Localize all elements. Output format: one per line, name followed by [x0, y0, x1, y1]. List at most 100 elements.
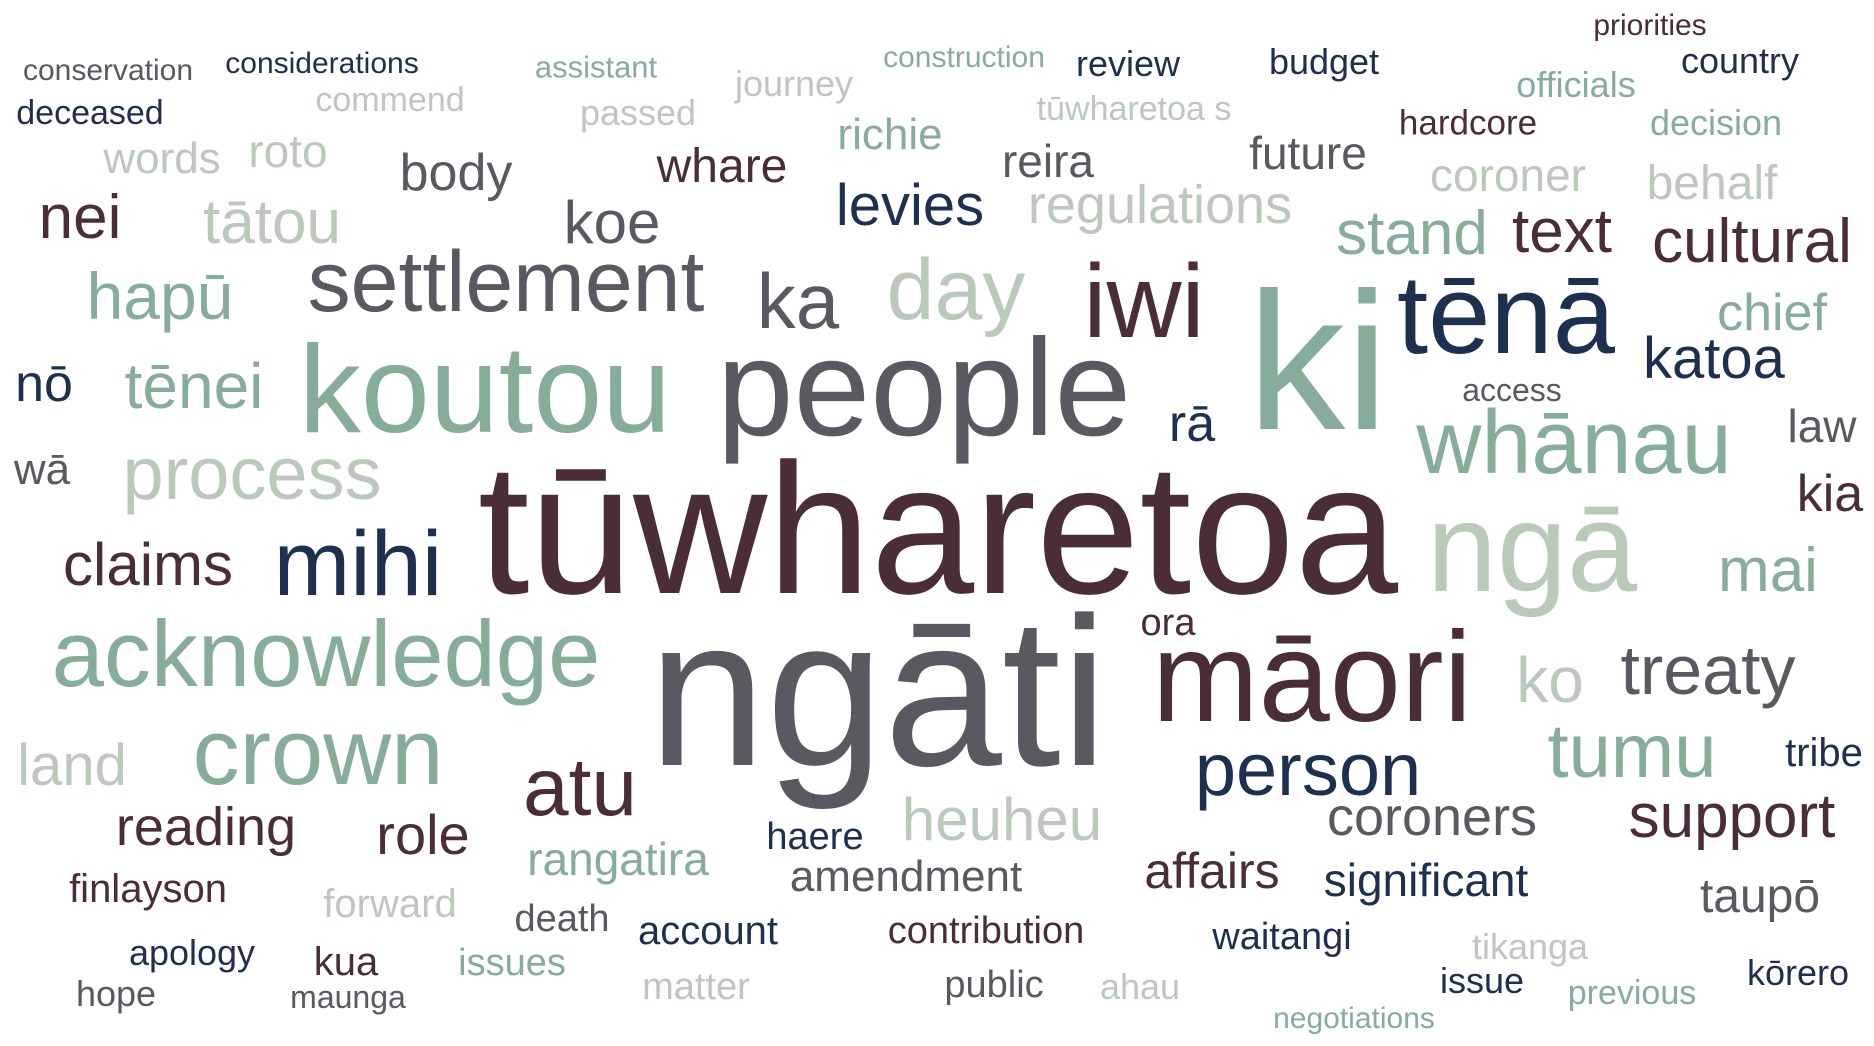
word-tuwharetoa: tūwharetoa [477, 426, 1399, 633]
word-nei: nei [38, 183, 122, 252]
word-claims: claims [62, 531, 234, 598]
word-waitangi: waitangi [1212, 916, 1352, 958]
word-tena: tēnā [1397, 252, 1615, 377]
word-country: country [1680, 40, 1800, 81]
word-ka: ka [756, 257, 840, 345]
word-crown: crown [192, 699, 444, 804]
word-words: words [103, 134, 221, 183]
word-behalf: behalf [1646, 157, 1778, 210]
word-deceased: deceased [16, 94, 164, 132]
word-support: support [1628, 782, 1836, 851]
word-future: future [1249, 127, 1367, 179]
word-hardcore: hardcore [1398, 103, 1538, 143]
word-settlement: settlement [307, 234, 705, 330]
word-coroner: coroner [1430, 149, 1586, 201]
word-decision: decision [1649, 102, 1783, 143]
word-kia: kia [1796, 465, 1864, 523]
word-finlayson: finlayson [69, 867, 227, 911]
word-ora: ora [1140, 602, 1196, 644]
word-stand: stand [1336, 199, 1488, 268]
word-heuheu: heuheu [901, 786, 1103, 853]
word-regulations: regulations [1027, 175, 1293, 235]
word-tribe: tribe [1785, 731, 1863, 775]
word-role: role [376, 803, 470, 866]
word-process: process [122, 432, 382, 515]
word-taupo: taupō [1699, 870, 1821, 923]
word-tumu: tumu [1547, 709, 1717, 794]
word-person: person [1194, 728, 1422, 811]
word-kua: kua [313, 940, 379, 984]
word-significant: significant [1323, 854, 1529, 906]
word-people: people [716, 311, 1132, 465]
word-officials: officials [1516, 64, 1636, 105]
word-reading: reading [115, 797, 297, 857]
word-tuwharetoa-s: tūwharetoa s [1036, 90, 1232, 128]
word-no: nō [15, 355, 73, 413]
word-body: body [399, 144, 513, 202]
word-nga: ngā [1426, 477, 1638, 618]
word-roto: roto [248, 125, 328, 177]
word-ngati: ngāti [648, 573, 1108, 810]
word-katoa: katoa [1643, 326, 1785, 391]
word-whare: whare [656, 140, 788, 193]
word-reira: reira [1001, 135, 1095, 187]
word-levies: levies [835, 173, 985, 238]
word-access: access [1462, 372, 1562, 408]
word-cultural: cultural [1652, 207, 1852, 276]
word-tikanga: tikanga [1471, 926, 1589, 967]
word-budget: budget [1268, 41, 1380, 82]
word-apology: apology [128, 932, 256, 973]
word-land: land [17, 733, 127, 798]
word-haere: haere [766, 816, 864, 858]
word-public: public [944, 964, 1044, 1006]
word-mai: mai [1718, 536, 1818, 605]
word-ko: ko [1516, 644, 1584, 716]
word-contribution: contribution [887, 910, 1085, 952]
word-coroners: coroners [1326, 787, 1538, 847]
word-richie: richie [837, 110, 943, 159]
word-koutou: koutou [298, 321, 672, 459]
word-negotiations: negotiations [1273, 1002, 1435, 1035]
word-affairs: affairs [1144, 843, 1280, 899]
word-wa: wā [13, 445, 71, 494]
word-passed: passed [579, 92, 697, 133]
word-day: day [886, 242, 1026, 338]
word-forward: forward [323, 882, 457, 926]
word-treaty: treaty [1620, 631, 1796, 709]
word-hapu: hapū [86, 259, 234, 333]
word-ki: ki [1247, 252, 1389, 471]
word-law: law [1787, 400, 1857, 452]
word-maunga: maunga [290, 979, 406, 1015]
word-korero: kōrero [1746, 952, 1850, 993]
word-priorities: priorities [1593, 9, 1707, 42]
word-text: text [1512, 197, 1612, 266]
word-acknowledge: acknowledge [51, 601, 601, 706]
word-issues: issues [458, 942, 566, 984]
word-previous: previous [1567, 974, 1697, 1012]
word-maori: māori [1151, 606, 1473, 749]
word-chief: chief [1717, 284, 1827, 342]
word-review: review [1075, 43, 1181, 84]
word-assistant: assistant [534, 49, 658, 85]
word-hope: hope [75, 973, 157, 1014]
word-journey: journey [734, 63, 854, 104]
word-commend: commend [315, 81, 465, 119]
word-whanau: whānau [1416, 393, 1732, 493]
word-ahau: ahau [1099, 966, 1181, 1007]
word-koe: koe [563, 189, 661, 256]
word-rangatira: rangatira [527, 833, 709, 885]
word-account: account [637, 909, 779, 953]
word-tenei: tēnei [124, 350, 264, 422]
word-amendment: amendment [789, 852, 1023, 901]
word-death: death [514, 898, 610, 940]
word-construction: construction [883, 41, 1045, 74]
word-ra: rā [1168, 395, 1216, 453]
word-issue: issue [1439, 960, 1525, 1001]
word-iwi: iwi [1083, 244, 1205, 360]
word-conservation: conservation [22, 54, 194, 87]
word-tatou: tātou [203, 188, 341, 257]
word-considerations: considerations [225, 47, 419, 80]
word-mihi: mihi [273, 513, 443, 615]
word-atu: atu [523, 742, 637, 833]
